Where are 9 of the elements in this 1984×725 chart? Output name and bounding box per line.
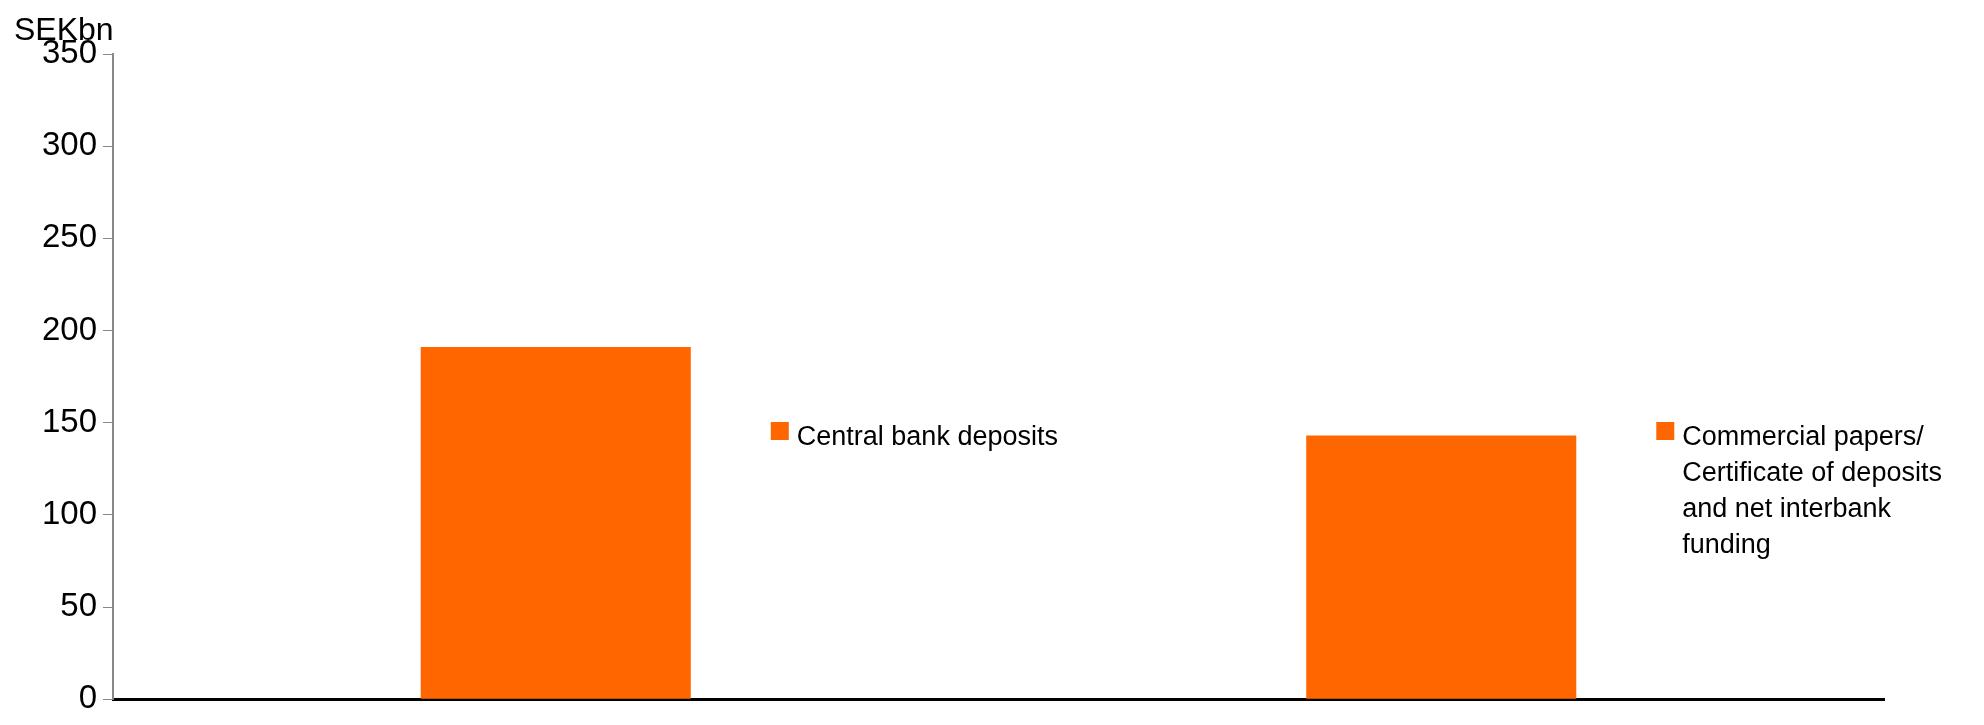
- y-tick-label: 50: [60, 586, 97, 624]
- y-tick-label: 300: [41, 125, 97, 163]
- y-tick-label: 200: [41, 309, 97, 347]
- legend-label: Central bank deposits: [796, 421, 1058, 451]
- y-tick-label: 150: [41, 401, 97, 439]
- y-tick-label: 100: [41, 493, 97, 531]
- legend-label: Commercial papers/ Certificate of deposits and net interbank funding: [1682, 421, 1942, 559]
- y-tick-label: 0: [78, 678, 97, 716]
- y-tick-label: 250: [41, 217, 97, 255]
